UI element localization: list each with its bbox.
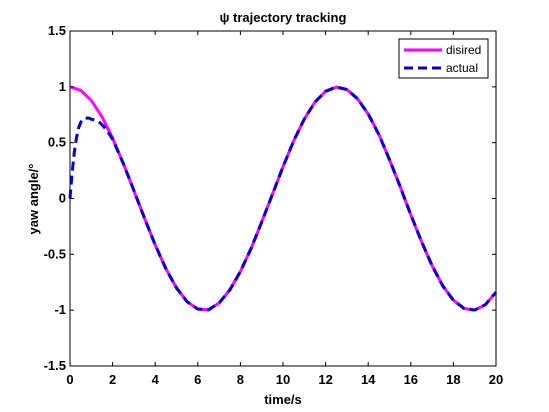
x-tick-label: 6: [194, 372, 201, 387]
x-axis-ticks: 0 2 4 6 8 10 12 14 16 18 20: [66, 31, 503, 387]
x-tick-label: 10: [276, 372, 290, 387]
legend-label-disired: disired: [446, 43, 481, 57]
y-tick-label: -0.5: [44, 246, 66, 261]
series-group: [68, 85, 498, 312]
y-tick-label: 1.5: [48, 23, 66, 38]
legend: disired actual: [398, 38, 489, 79]
x-tick-label: 4: [152, 372, 160, 387]
x-tick-label: 20: [489, 372, 503, 387]
x-tick-label: 0: [66, 372, 73, 387]
y-tick-label: -1: [54, 302, 66, 317]
x-tick-label: 14: [361, 372, 376, 387]
y-tick-label: 1: [59, 79, 66, 94]
series-line-actual: [68, 85, 498, 312]
y-axis-ticks: 1.5 1 0.5 0 -0.5 -1 -1.5: [44, 23, 496, 373]
y-tick-label: -1.5: [44, 358, 66, 373]
x-axis-label: time/s: [264, 392, 302, 407]
x-tick-label: 8: [237, 372, 244, 387]
y-axis-label: yaw angle/°: [26, 164, 41, 235]
x-tick-label: 18: [446, 372, 460, 387]
y-tick-label: 0: [59, 191, 66, 206]
chart-title: ψ trajectory tracking: [220, 10, 347, 25]
axes-frame: [69, 30, 497, 367]
plot-area: 0 2 4 6 8 10 12 14 16 18 20 1.5 1 0.5 0 -0.5 -1 -1.5: [44, 23, 504, 387]
x-tick-label: 2: [109, 372, 116, 387]
y-tick-label: 0.5: [48, 135, 66, 150]
x-tick-label: 12: [318, 372, 332, 387]
legend-label-actual: actual: [446, 61, 478, 75]
x-tick-label: 16: [404, 372, 418, 387]
legend-box: [398, 38, 489, 79]
